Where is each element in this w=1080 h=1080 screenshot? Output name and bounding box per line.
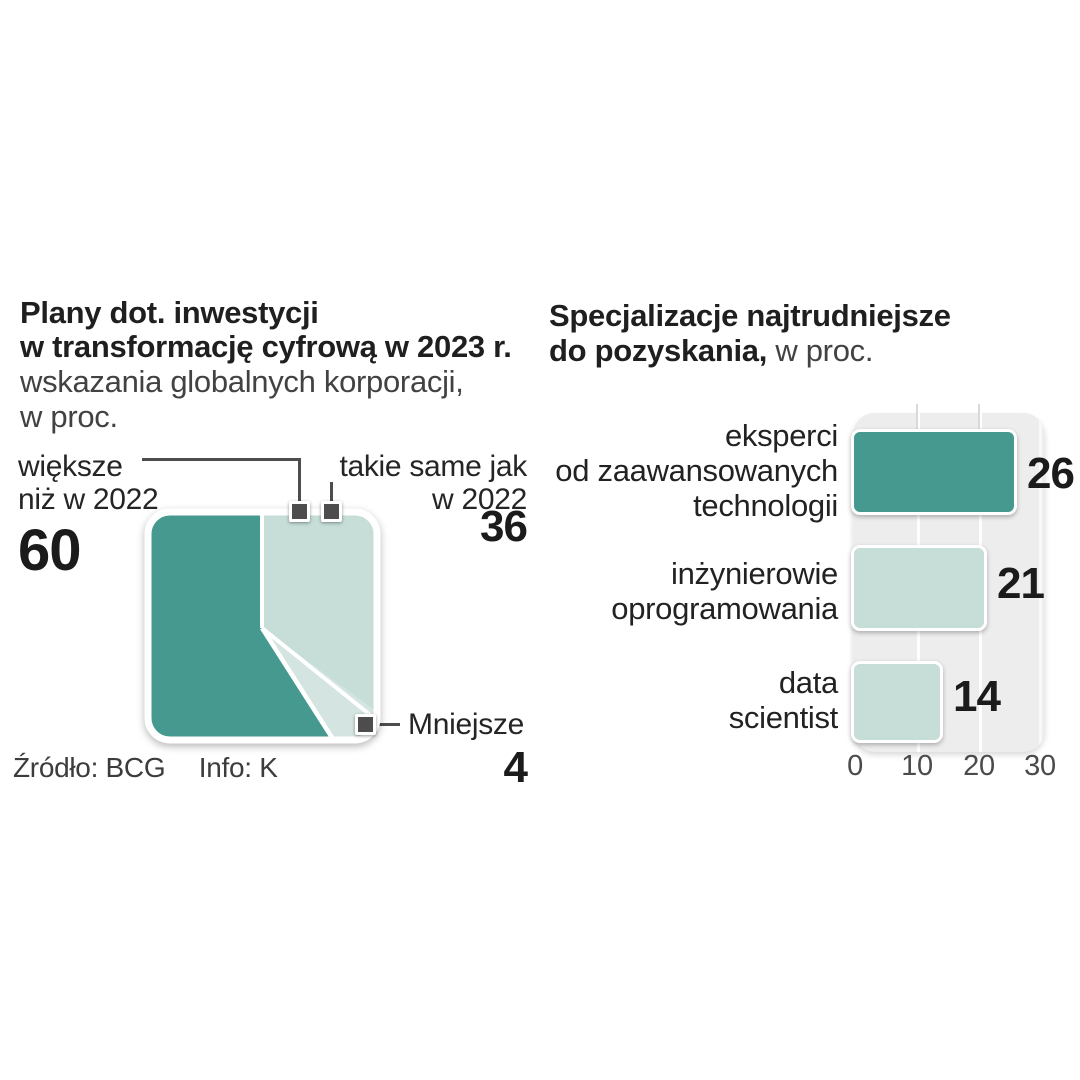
bar-label-line: inżynierowie <box>671 556 838 591</box>
callout-same-line2: w 2022 <box>432 483 527 516</box>
segment-bigger-60 <box>148 512 338 740</box>
x-tick-30: 30 <box>1024 750 1056 782</box>
right-title-line1: Specjalizacje najtrudniejsze <box>549 298 951 333</box>
bar-value-26: 26 <box>1027 449 1075 498</box>
bar-label-line: scientist <box>728 700 839 735</box>
bar-label-line: technologii <box>693 488 838 523</box>
left-subtitle-line1: wskazania globalnych korporacji, <box>20 364 464 399</box>
square-area-chart <box>144 508 381 744</box>
callout-same-value: 36 <box>480 502 528 551</box>
bar-value-14: 14 <box>953 672 1001 721</box>
info-text: Info: K <box>198 752 278 783</box>
right-title-line2-regular: w proc. <box>767 333 874 368</box>
bar-label-line: od zaawansowanych <box>555 453 838 488</box>
callout-smaller-label: Mniejsze <box>408 708 524 741</box>
marker-smaller <box>355 714 376 735</box>
segment-smaller-4 <box>262 628 377 740</box>
bar-data-scientist <box>851 661 943 743</box>
bar-value-21: 21 <box>997 559 1045 608</box>
bar-label-line: data <box>778 665 838 700</box>
connector-smaller-dash <box>379 723 400 726</box>
x-tick-20: 20 <box>963 750 995 782</box>
top-tick-10 <box>916 404 918 430</box>
gridline-30 <box>1039 413 1042 752</box>
right-title-line2: do pozyskania, w proc. <box>549 333 951 368</box>
bar-label-data-scientist: data scientist <box>728 665 839 735</box>
x-tick-0: 0 <box>847 750 863 782</box>
callout-smaller-value: 4 <box>503 743 529 792</box>
source-text: Źródło: BCG <box>13 752 166 783</box>
connector-same-vertical <box>330 482 333 504</box>
bar-label-line: eksperci <box>724 418 838 453</box>
left-title-line2: w transformację cyfrową w 2023 r. <box>20 329 512 364</box>
bar-eksperci <box>851 429 1017 515</box>
left-chart-title: Plany dot. inwestycji w transformację cy… <box>20 295 512 435</box>
x-tick-10: 10 <box>901 750 933 782</box>
top-tick-20 <box>978 404 980 430</box>
callout-bigger-line2: niż w 2022 <box>18 483 159 516</box>
callout-bigger-line1: większe <box>18 450 123 483</box>
callout-bigger-label: większe niż w 2022 <box>18 450 159 516</box>
bar-label-eksperci: eksperci od zaawansowanych technologii <box>555 418 838 523</box>
square-white-border <box>144 508 381 744</box>
bar-label-inzynierowie: inżynierowie oprogramowania <box>611 556 838 626</box>
divider-diagonal-upper <box>260 626 377 724</box>
connector-bigger-vertical <box>298 458 301 504</box>
callout-bigger-value: 60 <box>18 518 82 583</box>
right-chart-title: Specjalizacje najtrudniejsze do pozyskan… <box>549 298 951 369</box>
source-line: Źródło: BCG Info: K <box>13 752 278 784</box>
right-title-line2-bold: do pozyskania, <box>549 333 768 368</box>
divider-diagonal-lower <box>260 626 340 740</box>
callout-same-label: takie same jak w 2022 <box>339 450 527 516</box>
left-subtitle-line2: w proc. <box>20 399 118 434</box>
bar-label-line: oprogramowania <box>611 591 838 626</box>
left-title-line1: Plany dot. inwestycji <box>20 295 319 330</box>
bar-inzynierowie <box>851 545 987 631</box>
callout-same-line1: takie same jak <box>339 450 527 483</box>
marker-bigger <box>289 501 310 522</box>
marker-same <box>321 501 342 522</box>
connector-bigger-horizontal <box>142 458 301 461</box>
